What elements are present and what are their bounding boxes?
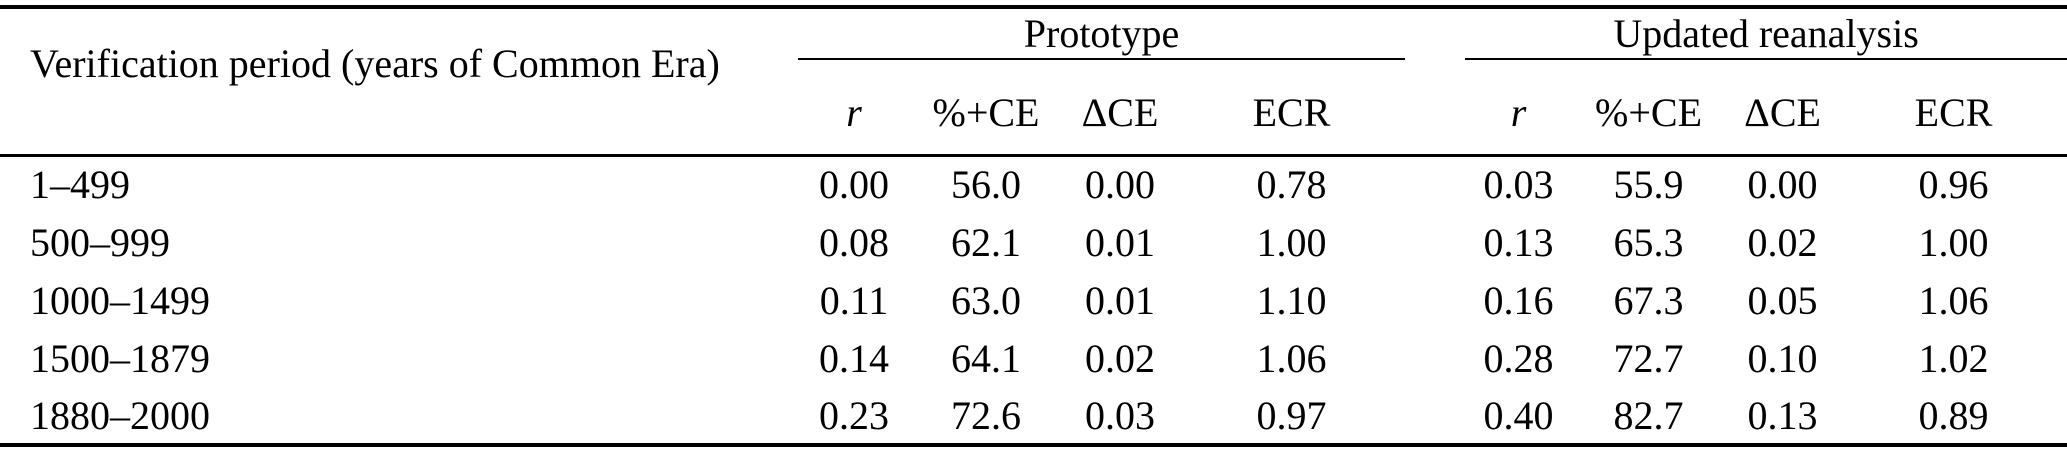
value-cell: 62.1	[951, 219, 1021, 265]
results-table: Verification period (years of Common Era…	[0, 5, 2067, 447]
value-cell: 1.02	[1918, 335, 1989, 381]
value-cell: 0.03	[1483, 162, 1554, 208]
group-header-updated-reanalysis: Updated reanalysis	[1465, 7, 2067, 60]
table-row: 1500–1879 0.14 64.1 0.02 1.06 0.28 72.7 …	[0, 329, 2067, 387]
value-cell: 0.01	[1085, 277, 1155, 323]
value-cell: 0.78	[1256, 162, 1327, 208]
col-header-ecr-prototype: ECR	[1178, 59, 1406, 157]
column-gap	[1405, 213, 1465, 271]
value-cell: 1.10	[1256, 277, 1327, 323]
col-header-pct-ce-updated: %+CE	[1572, 59, 1726, 157]
value-cell: 1.06	[1918, 277, 1989, 323]
value-cell: 63.0	[951, 277, 1021, 323]
col-header-delta-ce-prototype: ΔCE	[1062, 59, 1178, 157]
value-cell: 56.0	[951, 162, 1021, 208]
value-cell: 0.96	[1918, 162, 1989, 208]
column-gap	[1405, 7, 1465, 59]
value-cell: 65.3	[1613, 219, 1684, 265]
value-cell: 1.00	[1918, 219, 1989, 265]
value-cell: 67.3	[1613, 277, 1684, 323]
column-header-row: r %+CE ΔCE ECR r %+CE ΔCE ECR	[0, 59, 2067, 157]
row-header-title: Verification period (years of Common Era…	[0, 7, 798, 157]
value-cell: 0.97	[1256, 392, 1327, 438]
value-cell: 82.7	[1613, 392, 1684, 438]
column-gap	[1405, 329, 1465, 387]
value-cell: 0.01	[1085, 219, 1155, 265]
group-header-row: Verification period (years of Common Era…	[0, 7, 2067, 157]
value-cell: 72.7	[1613, 335, 1684, 381]
value-cell: 0.28	[1483, 335, 1554, 381]
value-cell: 55.9	[1613, 162, 1684, 208]
row-period-label: 500–999	[30, 219, 170, 265]
value-cell: 0.11	[819, 277, 889, 323]
value-cell: 0.02	[1747, 219, 1818, 265]
col-header-delta-ce-updated: ΔCE	[1725, 59, 1841, 157]
value-cell: 0.23	[819, 392, 889, 438]
value-cell: 0.10	[1747, 335, 1818, 381]
value-cell: 0.14	[819, 335, 889, 381]
value-cell: 0.05	[1747, 277, 1818, 323]
value-cell: 0.89	[1918, 392, 1989, 438]
col-header-r-prototype: r	[798, 59, 910, 157]
col-header-pct-ce-prototype: %+CE	[910, 59, 1062, 157]
value-cell: 1.00	[1256, 219, 1327, 265]
table-row: 1000–1499 0.11 63.0 0.01 1.10 0.16 67.3 …	[0, 271, 2067, 329]
value-cell: 0.02	[1085, 335, 1155, 381]
value-cell: 0.40	[1483, 392, 1554, 438]
value-cell: 0.08	[819, 219, 889, 265]
col-header-r-updated: r	[1465, 59, 1573, 157]
value-cell: 0.13	[1483, 219, 1554, 265]
table-row: 500–999 0.08 62.1 0.01 1.00 0.13 65.3 0.…	[0, 213, 2067, 271]
value-cell: 0.00	[1747, 162, 1818, 208]
row-period-label: 1500–1879	[30, 335, 210, 381]
table-row: 1880–2000 0.23 72.6 0.03 0.97 0.40 82.7 …	[0, 387, 2067, 445]
row-period-label: 1000–1499	[30, 277, 210, 323]
value-cell: 0.16	[1483, 277, 1554, 323]
value-cell: 64.1	[951, 335, 1021, 381]
value-cell: 72.6	[951, 392, 1021, 438]
value-cell: 0.00	[819, 162, 889, 208]
column-gap	[1405, 271, 1465, 329]
row-period-label: 1880–2000	[30, 392, 210, 438]
column-gap	[1405, 59, 1466, 157]
column-gap	[1405, 155, 1465, 213]
value-cell: 0.13	[1747, 392, 1818, 438]
value-cell: 1.06	[1256, 335, 1327, 381]
value-cell: 0.00	[1085, 162, 1155, 208]
row-period-label: 1–499	[30, 162, 130, 208]
group-header-prototype: Prototype	[798, 7, 1406, 60]
table-row: 1–499 0.00 56.0 0.00 0.78 0.03 55.9 0.00…	[0, 155, 2067, 213]
value-cell: 0.03	[1085, 392, 1155, 438]
col-header-ecr-updated: ECR	[1840, 59, 2067, 157]
column-gap	[1405, 387, 1465, 445]
